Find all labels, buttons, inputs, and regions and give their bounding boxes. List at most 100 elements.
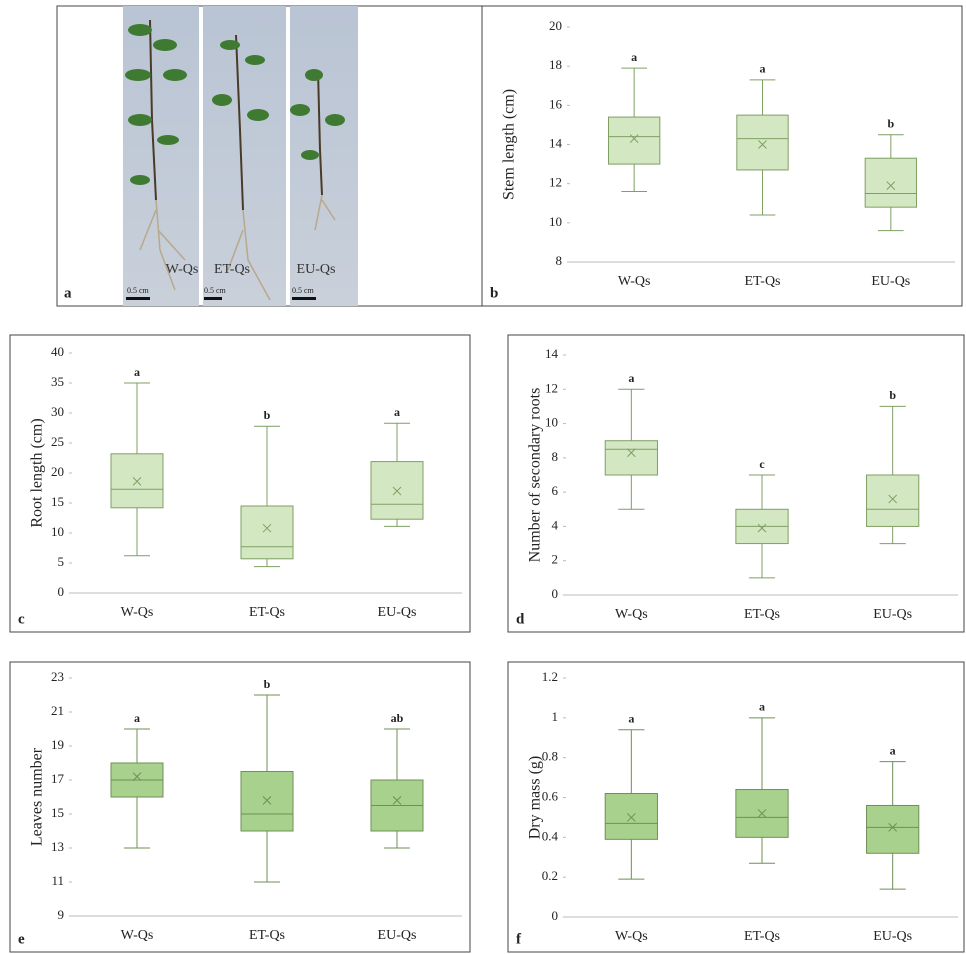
group-letter: b (264, 677, 271, 691)
group-letter: b (887, 116, 894, 130)
x-tick-label: ET-Qs (249, 928, 285, 943)
scale-label: 0.5 cm (127, 286, 150, 295)
y-tick-label: 15 (51, 805, 64, 820)
y-tick-label: 20 (549, 18, 562, 33)
box (604, 440, 658, 476)
group-letter: b (264, 408, 271, 422)
photo-strip (203, 6, 286, 306)
y-tick-label: 25 (51, 434, 64, 449)
scale-bar (292, 297, 316, 300)
y-tick-label: 40 (51, 344, 64, 359)
box (866, 474, 920, 527)
x-tick-label: EU-Qs (873, 929, 912, 944)
mean-marker (132, 772, 142, 781)
panel-label: f (516, 931, 522, 947)
y-tick-label: 13 (51, 839, 64, 854)
plant-leaves (125, 24, 345, 185)
box (864, 157, 918, 208)
x-tick-label: EU-Qs (873, 607, 912, 622)
photo-label: ET-Qs (214, 262, 250, 277)
y-tick-label: 8 (556, 253, 563, 268)
group-letter: a (134, 365, 140, 379)
scale-label: 0.5 cm (204, 286, 227, 295)
y-tick-label: 12 (549, 175, 562, 190)
y-tick-label: 4 (552, 517, 559, 532)
x-tick-label: EU-Qs (378, 605, 417, 620)
plant-roots (139, 194, 336, 301)
y-axis-label: Stem length (cm) (501, 89, 518, 200)
group-letter: ab (391, 711, 404, 725)
y-tick-label: 8 (552, 449, 559, 464)
y-tick-label: 1.2 (542, 669, 558, 684)
chart-panel: 0 2 4 6 8 10 12 14 Number of secondary roots d W-Q… (507, 334, 965, 633)
x-tick-label: W-Qs (121, 605, 154, 620)
mean-marker (888, 823, 898, 832)
photo-label: W-Qs (166, 262, 199, 277)
x-tick-label: W-Qs (615, 607, 648, 622)
y-tick-label: 0.2 (542, 868, 558, 883)
y-tick-label: 14 (549, 135, 563, 150)
photo-strip (290, 6, 358, 306)
mean-marker (626, 448, 636, 458)
group-letter: a (134, 711, 140, 725)
mean-marker (132, 477, 142, 486)
y-tick-label: 21 (51, 703, 64, 718)
box (736, 114, 789, 171)
y-tick-label: 0.6 (542, 788, 559, 803)
scale-label: 0.5 cm (292, 286, 315, 295)
y-tick-label: 30 (51, 404, 64, 419)
mean-marker (262, 523, 272, 533)
y-tick-label: 12 (545, 380, 558, 395)
group-letter: a (890, 743, 896, 757)
y-tick-label: 14 (545, 346, 559, 361)
group-letter: a (628, 371, 634, 385)
mean-marker (758, 140, 767, 149)
group-letter: a (759, 700, 765, 714)
chart-panel: 9 11 13 15 17 19 21 23 Leaves number e W-Qs a ET-Qs b… (9, 661, 471, 953)
y-tick-label: 10 (549, 214, 562, 229)
mean-marker (392, 486, 402, 496)
y-tick-label: 0 (552, 908, 559, 923)
mean-marker (626, 813, 636, 822)
panel-frame (507, 661, 965, 953)
y-tick-label: 18 (549, 57, 562, 72)
y-tick-label: 0.8 (542, 749, 558, 764)
box (240, 771, 294, 832)
panel-frame (481, 5, 963, 307)
chart-panel: 8 10 12 14 16 18 20 Stem length (cm) b W-Qs a ET-Qs… (481, 5, 963, 307)
y-tick-label: 6 (552, 483, 559, 498)
y-tick-label: 35 (51, 374, 64, 389)
photo-strip (123, 6, 199, 306)
box (240, 505, 294, 560)
group-letter: a (628, 712, 634, 726)
box (608, 116, 661, 165)
y-tick-label: 11 (51, 873, 64, 888)
y-tick-label: 23 (51, 669, 64, 684)
y-tick-label: 2 (552, 552, 559, 567)
mean-marker (392, 796, 402, 805)
group-letter: a (760, 62, 766, 76)
y-tick-label: 17 (51, 771, 65, 786)
panel-label: c (18, 611, 25, 627)
mean-marker (888, 494, 898, 504)
x-tick-label: ET-Qs (744, 274, 780, 289)
group-letter: a (631, 50, 637, 64)
y-tick-label: 19 (51, 737, 64, 752)
photo-panel: W-Qs ET-Qs EU-Qs 0.5 cm 0.5 cm 0.5 cm a (56, 5, 483, 307)
panel-label: a (64, 285, 72, 301)
mean-marker (757, 809, 767, 818)
y-tick-label: 0 (552, 586, 559, 601)
x-tick-label: ET-Qs (744, 929, 780, 944)
scale-bar (126, 297, 150, 300)
box (866, 804, 920, 854)
x-tick-label: EU-Qs (378, 928, 417, 943)
y-tick-label: 9 (58, 907, 65, 922)
y-axis-label: Root length (cm) (29, 418, 46, 527)
x-tick-label: EU-Qs (871, 274, 910, 289)
mean-marker (629, 134, 639, 143)
y-axis-label: Dry mass (g) (527, 756, 544, 840)
group-letter: b (889, 388, 896, 402)
photo-label: EU-Qs (297, 262, 336, 277)
box (604, 793, 658, 840)
